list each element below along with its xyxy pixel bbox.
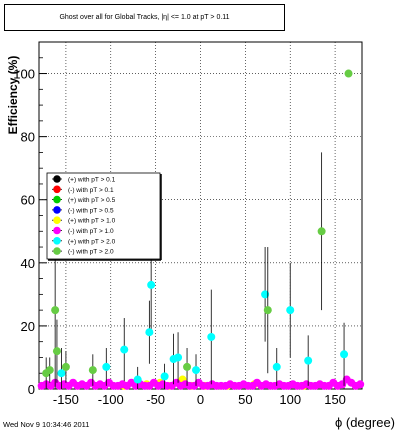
x-tick-label: 150	[324, 392, 346, 407]
data-point	[286, 306, 295, 315]
legend-marker	[53, 175, 61, 183]
legend-label: (-) with pT > 0.1	[68, 187, 114, 194]
data-point	[147, 280, 156, 289]
legend-label: (-) with pT > 1.0	[68, 228, 114, 235]
data-point	[207, 332, 216, 341]
y-axis-label: Efficiency (%)	[6, 56, 20, 135]
legend-marker	[53, 185, 61, 194]
data-point	[340, 350, 349, 359]
legend-label: (-) with pT > 2.0	[68, 249, 114, 256]
y-tick-label: 60	[21, 193, 35, 208]
legend: (+) with pT > 0.1 (-) with pT > 0.1 (+) wi…	[46, 172, 162, 261]
data-point	[88, 366, 97, 375]
data-point	[272, 362, 281, 371]
data-point	[133, 375, 142, 384]
legend-box	[46, 172, 161, 260]
y-tick-label: 40	[21, 256, 35, 271]
data-point	[261, 290, 270, 299]
data-point	[102, 362, 111, 371]
data-point	[263, 306, 272, 315]
legend-marker	[53, 226, 61, 235]
legend-marker	[53, 195, 61, 204]
chart-title: Ghost over all for Global Tracks, |η| <=…	[59, 14, 230, 21]
footer-timestamp: Wed Nov 9 10:34:46 2011	[3, 420, 90, 429]
data-point	[45, 366, 54, 375]
data-point	[304, 356, 313, 365]
data-point	[192, 366, 201, 375]
legend-label: (+) with pT > 2.0	[68, 238, 116, 245]
data-point	[160, 372, 169, 381]
data-point	[61, 362, 70, 371]
x-tick-label: -150	[53, 392, 79, 407]
data-point	[344, 69, 353, 78]
legend-label: (+) with pT > 1.0	[68, 218, 116, 225]
data-marks	[37, 69, 365, 390]
y-tick-label: 0	[28, 382, 35, 397]
y-tick-label: 20	[21, 319, 35, 334]
x-tick-label: -50	[146, 392, 165, 407]
x-tick-label: 50	[238, 392, 252, 407]
data-point	[356, 380, 365, 389]
y-tick-label: 80	[21, 130, 35, 145]
legend-marker	[53, 206, 61, 214]
data-point	[120, 345, 129, 354]
data-point	[174, 353, 183, 362]
legend-label: (-) with pT > 0.5	[68, 207, 114, 214]
data-point	[57, 369, 66, 378]
legend-marker	[53, 216, 61, 224]
y-tick-label: 100	[13, 67, 35, 82]
data-point	[51, 306, 60, 315]
data-point	[183, 362, 192, 371]
x-tick-label: 0	[197, 392, 204, 407]
grid	[39, 42, 362, 390]
legend-marker	[53, 237, 61, 245]
legend-marker	[53, 247, 61, 255]
legend-label: (+) with pT > 0.5	[68, 197, 116, 204]
chart-title-box: Ghost over all for Global Tracks, |η| <=…	[4, 4, 285, 31]
x-tick-label: -100	[98, 392, 124, 407]
data-point	[52, 347, 61, 356]
x-axis-label: ϕ (degree)	[335, 415, 395, 430]
legend-label: (+) with pT > 0.1	[68, 177, 116, 184]
data-point	[145, 328, 154, 337]
data-point	[317, 227, 326, 236]
x-tick-label: 100	[279, 392, 301, 407]
